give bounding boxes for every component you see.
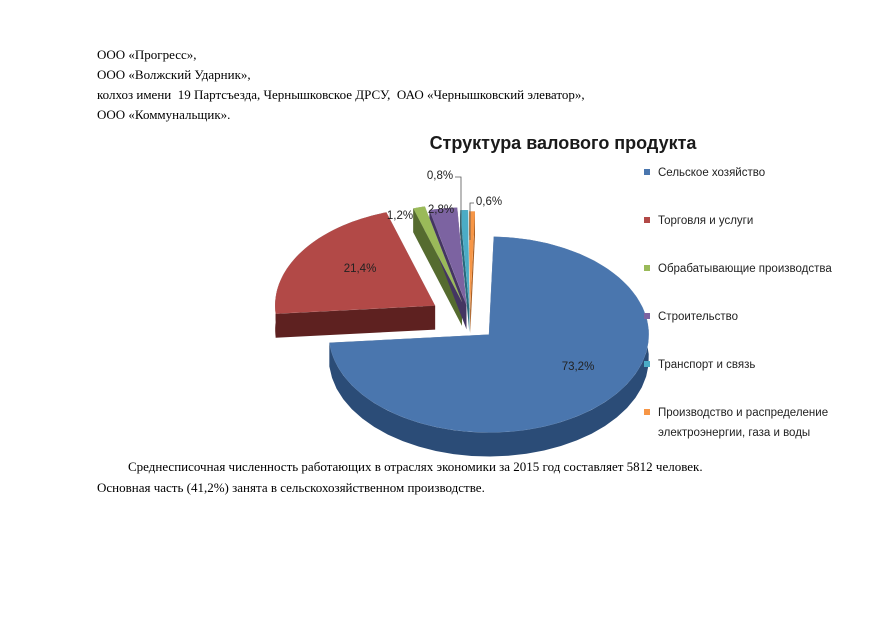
paragraph-text: Среднесписочная численность работающих в…	[128, 459, 703, 474]
chart-title: Структура валового продукта	[430, 133, 698, 153]
legend-item: Строительство	[644, 311, 738, 323]
legend-label: Обрабатывающие производства	[658, 263, 832, 275]
legend-item: Торговля и услуги	[644, 215, 753, 227]
body-paragraph: Среднесписочная численность работающих в…	[97, 456, 817, 498]
pie-slice	[429, 207, 467, 306]
pie-data-label: 21,4%	[344, 263, 377, 275]
legend-item: Сельское хозяйство	[644, 167, 765, 179]
legend-label: Строительство	[658, 311, 738, 323]
pie-slice-wall	[460, 210, 470, 333]
leader-line	[455, 176, 462, 240]
pie-data-label: 0,8%	[427, 170, 453, 182]
pie-slice	[459, 209, 470, 309]
pie-slice	[274, 212, 436, 315]
pie-slice-wall	[468, 211, 471, 334]
pie-slice	[468, 211, 476, 310]
legend-label: Транспорт и связь	[658, 359, 755, 371]
pie-slice-wall	[470, 211, 475, 334]
pie-slice	[329, 236, 650, 433]
legend-item: Обрабатывающие производства	[644, 263, 832, 275]
pie-data-label: 2,8%	[428, 204, 454, 216]
pie-data-label: 73,2%	[562, 361, 595, 373]
pie-plot: 73,2% 21,4% 1,2% 2,8% 0,8% 0,6%	[274, 170, 650, 457]
organization-line: ООО «Коммунальщик».	[97, 107, 231, 122]
legend-swatch	[644, 409, 650, 415]
pie-slice-wall	[413, 208, 462, 326]
pie-data-label: 0,6%	[476, 196, 502, 208]
legend-label: Производство и распределение электроэнерг…	[658, 407, 828, 439]
pie-slice	[412, 206, 463, 302]
legend-swatch	[644, 265, 650, 271]
legend-swatch	[644, 169, 650, 175]
pie-chart: Структура валового продукта 73,2% 21,4% 1,…	[274, 133, 832, 457]
organization-line: ООО «Волжский Ударник»,	[97, 67, 251, 82]
pie-slice-wall	[275, 305, 436, 338]
organization-line: ООО «Прогресс»,	[97, 47, 197, 62]
legend-label: Сельское хозяйство	[658, 167, 765, 179]
organization-list: ООО «Прогресс», ООО «Волжский Ударник», …	[97, 45, 585, 125]
legend-label: Торговля и услуги	[658, 215, 753, 227]
chart-legend: Сельское хозяйство Торговля и услуги Обраб…	[644, 167, 832, 439]
paragraph-text: Основная часть (41,2%) занята в сельскох…	[97, 480, 485, 495]
organization-line: колхоз имени 19 Партсъезда, Чернышковско…	[97, 87, 585, 102]
legend-item: Производство и распределение электроэнерг…	[644, 407, 828, 439]
legend-swatch	[644, 313, 650, 319]
legend-swatch	[644, 361, 650, 367]
legend-item: Транспорт и связь	[644, 359, 755, 371]
pie-data-label: 1,2%	[387, 210, 413, 222]
legend-swatch	[644, 217, 650, 223]
leader-line	[469, 202, 474, 240]
